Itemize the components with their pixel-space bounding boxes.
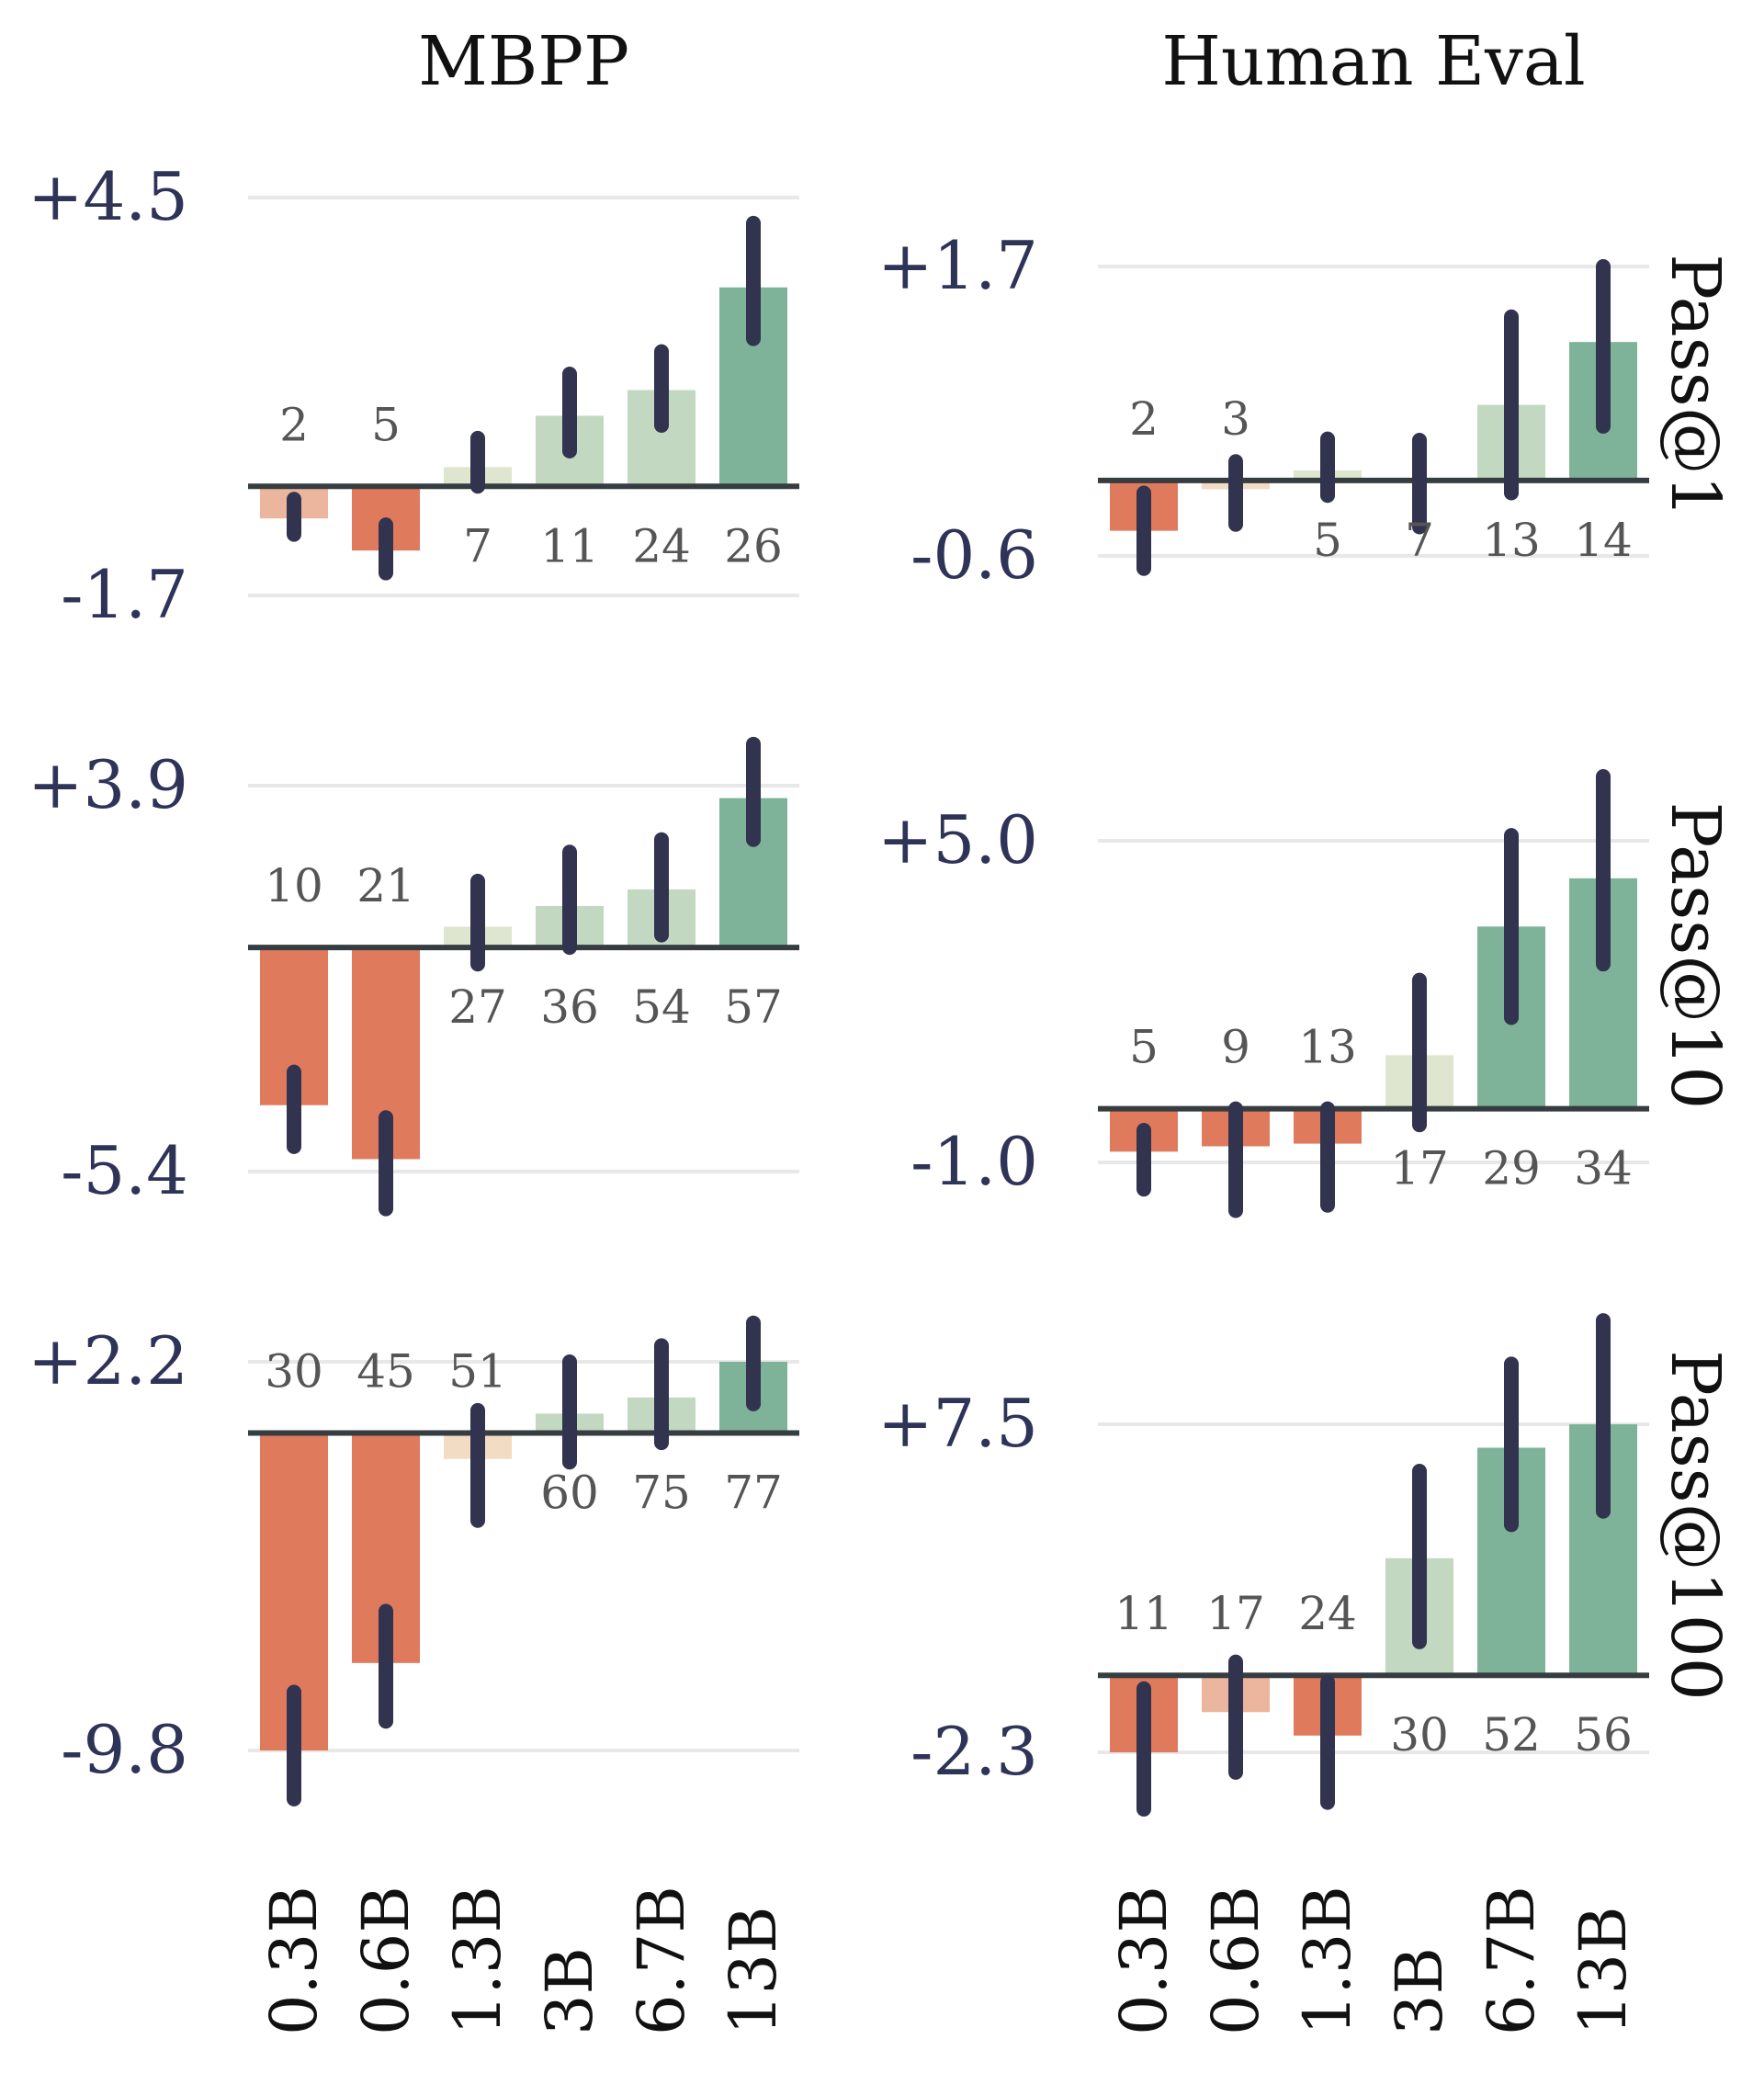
bar-count-label: 7 xyxy=(1405,514,1434,567)
bar-count-label: 13 xyxy=(1298,1021,1357,1074)
bar-count-label: 3 xyxy=(1221,392,1250,446)
bar-count-label: 27 xyxy=(448,980,507,1034)
bar-count-label: 17 xyxy=(1206,1587,1265,1640)
bar-count-label: 14 xyxy=(1574,514,1633,567)
bar-count-label: 10 xyxy=(265,859,323,912)
row-label-pass1: Pass@1 xyxy=(1656,254,1735,518)
bar-count-label: 30 xyxy=(265,1345,323,1399)
bar-count-label: 52 xyxy=(1482,1708,1541,1761)
bar-count-label: 24 xyxy=(632,519,691,572)
bar-count-label: 13 xyxy=(1482,514,1541,567)
bar-count-label: 30 xyxy=(1390,1708,1449,1761)
panel-pass100-mbpp: +2.2 -9.8 30 45 51 60 75 77 0.3B 0.6B 1.3B 3B 6.7B 13… xyxy=(28,1315,799,2035)
bar-count-label: 11 xyxy=(1114,1587,1173,1640)
panel-pass1-human-eval: +1.7 -0.6 2 3 5 7 13 14 xyxy=(877,227,1649,594)
bar-count-label: 5 xyxy=(1129,1021,1159,1074)
y-tick-label: +4.5 xyxy=(28,158,188,235)
x-tick-label: 6.7B xyxy=(1474,1886,1549,2035)
panel-pass10-human-eval: +5.0 -1.0 5 9 13 17 29 34 xyxy=(877,769,1649,1218)
column-title-human-eval: Human Eval xyxy=(1161,22,1585,101)
bar-count-label: 57 xyxy=(724,980,783,1034)
x-tick-label: 3B xyxy=(1382,1947,1457,2035)
bar-count-label: 54 xyxy=(632,980,691,1034)
bar-count-label: 56 xyxy=(1574,1708,1633,1761)
x-tick-label: 3B xyxy=(532,1947,607,2035)
x-tick-label: 6.7B xyxy=(624,1886,699,2035)
x-tick-label: 13B xyxy=(716,1906,791,2035)
x-tick-label: 0.3B xyxy=(1106,1886,1182,2035)
bar-count-label: 45 xyxy=(356,1345,415,1399)
x-tick-label: 1.3B xyxy=(1290,1886,1365,2035)
bar-count-label: 77 xyxy=(724,1467,783,1520)
x-tick-label: 0.3B xyxy=(256,1886,332,2035)
bar-count-label: 7 xyxy=(463,519,492,572)
bar-count-label: 75 xyxy=(632,1467,691,1520)
bar-count-label: 5 xyxy=(371,398,401,451)
bar-count-label: 11 xyxy=(540,519,599,572)
y-tick-label: -1.7 xyxy=(61,556,188,633)
bar-count-label: 2 xyxy=(279,398,309,451)
bar-count-label: 9 xyxy=(1221,1021,1250,1074)
bar-count-label: 60 xyxy=(540,1467,599,1520)
bar-count-label: 17 xyxy=(1390,1142,1449,1195)
x-tick-label: 0.6B xyxy=(348,1886,424,2035)
panel-pass1-mbpp: +4.5 -1.7 2 5 7 11 24 26 xyxy=(28,158,799,633)
row-label-pass100: Pass@100 xyxy=(1656,1350,1735,1701)
y-tick-label: -0.6 xyxy=(910,516,1038,594)
y-tick-label: +7.5 xyxy=(877,1385,1038,1462)
bar-count-label: 51 xyxy=(448,1345,507,1399)
row-label-pass10: Pass@10 xyxy=(1656,802,1735,1110)
y-tick-label: -5.4 xyxy=(61,1132,188,1209)
y-tick-label: -9.8 xyxy=(61,1711,188,1788)
bar-count-label: 2 xyxy=(1129,392,1159,446)
y-tick-label: +1.7 xyxy=(877,227,1038,304)
y-tick-label: -1.0 xyxy=(910,1123,1038,1200)
chart-panels: +4.5-1.72 57 11 24 26+1.7-0.62 35 7 13 14+3.9-5.… xyxy=(28,158,1649,2035)
bar-count-label: 24 xyxy=(1298,1587,1357,1640)
x-tick-label: 1.3B xyxy=(440,1886,515,2035)
bar-count-label: 29 xyxy=(1482,1142,1541,1195)
bar-count-label: 34 xyxy=(1574,1142,1633,1195)
bar-count-label: 36 xyxy=(540,980,599,1034)
column-title-mbpp: MBPP xyxy=(418,22,629,101)
x-tick-label: 13B xyxy=(1566,1906,1641,2035)
bar-count-label: 21 xyxy=(356,859,415,912)
y-tick-label: +5.0 xyxy=(877,801,1038,878)
y-tick-label: +3.9 xyxy=(28,746,188,823)
y-tick-label: -2.3 xyxy=(910,1713,1038,1790)
panel-pass10-mbpp: +3.9 -5.4 10 21 27 36 54 57 xyxy=(28,736,799,1217)
y-tick-label: +2.2 xyxy=(28,1322,188,1399)
bar-count-label: 26 xyxy=(724,519,783,572)
x-tick-label: 0.6B xyxy=(1198,1886,1273,2035)
panel-pass100-human-eval: +7.5 -2.3 11 17 24 30 52 56 0.3B 0.6B 1.3B 3B 6.7B 13… xyxy=(877,1313,1649,2035)
bar-count-label: 5 xyxy=(1313,514,1342,567)
